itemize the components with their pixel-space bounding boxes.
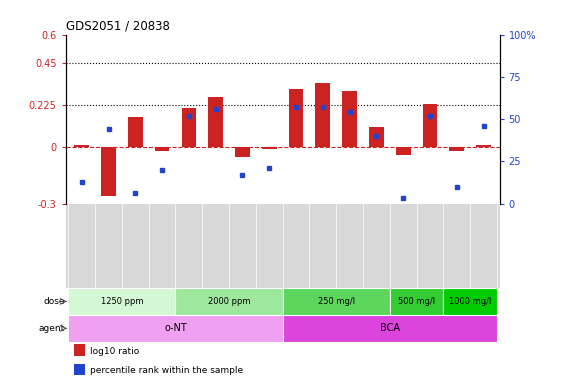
Bar xyxy=(69,288,175,315)
Text: o-NT: o-NT xyxy=(164,323,187,333)
Bar xyxy=(342,91,357,147)
Bar xyxy=(423,104,437,147)
Bar xyxy=(182,108,196,147)
Bar xyxy=(175,288,283,315)
Bar xyxy=(396,147,411,155)
Text: 500 mg/l: 500 mg/l xyxy=(398,297,435,306)
Text: BCA: BCA xyxy=(380,323,400,333)
Bar xyxy=(449,147,464,151)
Text: log10 ratio: log10 ratio xyxy=(90,347,139,356)
Text: GDS2051 / 20838: GDS2051 / 20838 xyxy=(66,20,170,33)
Text: agent: agent xyxy=(39,324,65,333)
Text: 1250 ppm: 1250 ppm xyxy=(100,297,143,306)
Text: dose: dose xyxy=(43,297,65,306)
Bar xyxy=(155,147,170,151)
Bar xyxy=(69,315,283,342)
Bar xyxy=(369,127,384,147)
Bar xyxy=(74,364,85,375)
Bar xyxy=(101,147,116,196)
Text: 1000 mg/l: 1000 mg/l xyxy=(449,297,492,306)
Bar xyxy=(208,96,223,147)
Bar xyxy=(315,83,330,147)
Text: percentile rank within the sample: percentile rank within the sample xyxy=(90,366,243,375)
Text: 250 mg/l: 250 mg/l xyxy=(317,297,355,306)
Bar xyxy=(74,145,89,147)
Text: 2000 ppm: 2000 ppm xyxy=(208,297,250,306)
Bar xyxy=(443,288,497,315)
Bar xyxy=(235,147,250,157)
Bar xyxy=(283,315,497,342)
Bar xyxy=(476,145,491,147)
Bar xyxy=(390,288,443,315)
Bar xyxy=(128,117,143,147)
Bar xyxy=(262,147,276,149)
Bar xyxy=(74,344,85,356)
Bar xyxy=(283,288,390,315)
Bar xyxy=(289,89,303,147)
